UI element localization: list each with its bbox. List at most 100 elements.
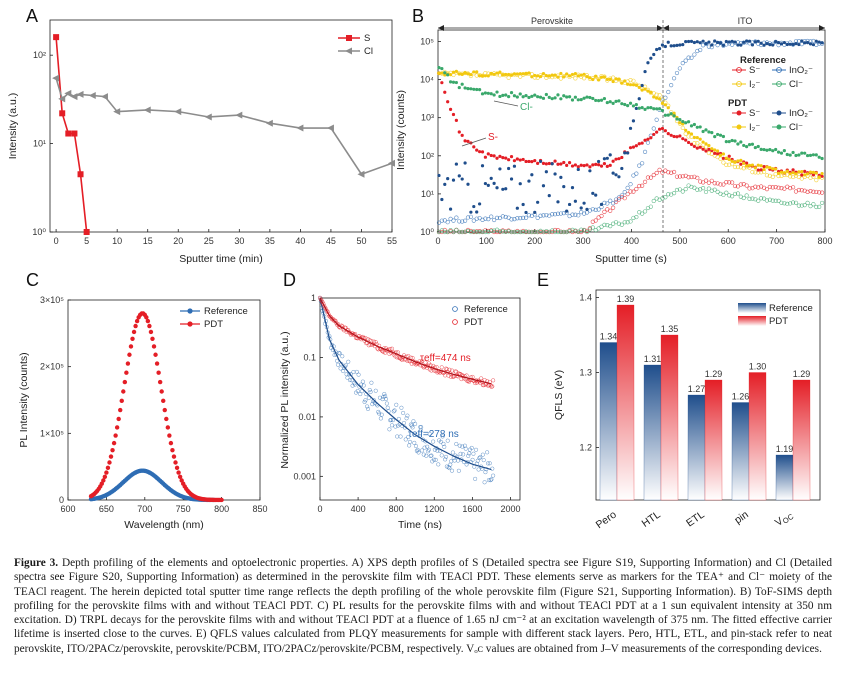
b-point <box>614 173 618 177</box>
e-bar-reference <box>731 402 750 501</box>
b-point <box>541 72 546 76</box>
b-point <box>663 129 667 133</box>
d-point-reference <box>391 409 396 414</box>
b-point <box>819 200 825 206</box>
b-point <box>750 43 755 47</box>
c-point-pdt <box>161 398 166 404</box>
a-point-s <box>83 229 90 235</box>
b-point <box>698 145 702 149</box>
b-point <box>504 72 508 77</box>
b-point <box>684 138 688 142</box>
d-point-reference <box>448 462 453 467</box>
a-xtick-label: 45 <box>326 236 336 246</box>
b-point <box>451 112 456 117</box>
b-point <box>811 170 815 174</box>
d-xtick-label: 800 <box>389 504 404 514</box>
d-point-reference <box>405 413 410 418</box>
b-point <box>698 125 702 129</box>
b-point <box>689 174 694 180</box>
d-point-reference <box>337 351 342 356</box>
e-ytick-label: 1.2 <box>579 443 592 453</box>
d-point-reference <box>401 420 407 426</box>
d-fit-line-reference <box>319 297 492 471</box>
b-point <box>779 200 784 205</box>
a-point-s <box>53 34 60 41</box>
b-point <box>626 82 630 86</box>
b-point <box>759 147 763 151</box>
arrowhead-mid-left <box>657 25 663 31</box>
b-point <box>564 229 569 235</box>
b-point <box>469 72 473 77</box>
panel-a-frame <box>49 19 393 233</box>
d-point-reference <box>365 406 371 411</box>
b-point <box>764 198 770 203</box>
b-point <box>700 186 706 191</box>
b-point <box>588 76 592 80</box>
b-point <box>597 163 601 167</box>
b-point <box>732 191 738 197</box>
b-point <box>675 135 679 139</box>
d-point-reference <box>363 398 368 403</box>
b-point <box>721 160 726 165</box>
b-point <box>703 178 709 183</box>
b-point <box>602 162 607 166</box>
b-point <box>669 44 673 48</box>
b-point <box>689 184 694 190</box>
b-point <box>764 187 770 192</box>
b-point <box>547 95 551 99</box>
a-xtick-label: 5 <box>84 236 89 246</box>
b-point <box>642 179 648 185</box>
panel-e-chart: 1.2 1.3 1.4 1.34 1.39 Pero 1.31 1.35 HTL 1.27 1.2… <box>553 289 821 531</box>
b-point <box>637 183 642 189</box>
b-point <box>686 39 691 44</box>
d-point-reference <box>403 437 408 442</box>
b-point <box>814 204 819 210</box>
b-point <box>767 197 772 202</box>
a-legend-label: Cl <box>364 46 373 57</box>
b-point <box>509 177 514 181</box>
b-point <box>762 167 766 172</box>
e-bar-value-label: 1.31 <box>644 354 662 364</box>
b-point <box>695 135 699 140</box>
annotation-s: S- <box>488 132 498 143</box>
panel-letter-b: B <box>412 6 424 26</box>
b-point <box>643 107 647 111</box>
b-point <box>466 87 470 91</box>
b-point <box>744 193 749 198</box>
b-point <box>730 194 735 199</box>
b-point <box>747 163 752 168</box>
d-point-pdt <box>429 368 434 373</box>
d-point-reference <box>345 375 350 380</box>
b-point <box>582 96 586 100</box>
b-point <box>544 170 548 174</box>
b-point <box>625 185 630 190</box>
d-point-reference <box>401 410 406 416</box>
b-point <box>492 181 496 185</box>
b-point <box>599 164 604 168</box>
c-point-pdt <box>133 323 138 329</box>
b-point <box>655 47 659 52</box>
b-point <box>495 71 499 75</box>
b-point <box>634 106 638 111</box>
b-point <box>745 145 749 149</box>
a-point-cl <box>64 89 72 97</box>
d-point-reference <box>387 427 392 432</box>
a-point-cl <box>100 93 108 101</box>
c-point-pdt <box>167 433 172 438</box>
b-point <box>776 185 781 190</box>
b-point <box>756 163 760 167</box>
b-point <box>674 187 680 193</box>
d-point-reference <box>422 445 427 450</box>
b-point <box>558 229 563 235</box>
b-point <box>820 171 824 176</box>
b-point <box>776 150 781 154</box>
b-point <box>544 74 548 78</box>
d-point-reference <box>382 391 387 397</box>
b-point <box>460 133 464 137</box>
d-point-reference <box>335 362 341 367</box>
d-point-pdt <box>479 376 484 381</box>
d-point-reference <box>398 434 403 439</box>
b-point <box>475 70 479 74</box>
c-xtick-label: 750 <box>176 504 191 514</box>
b-point <box>521 229 526 235</box>
